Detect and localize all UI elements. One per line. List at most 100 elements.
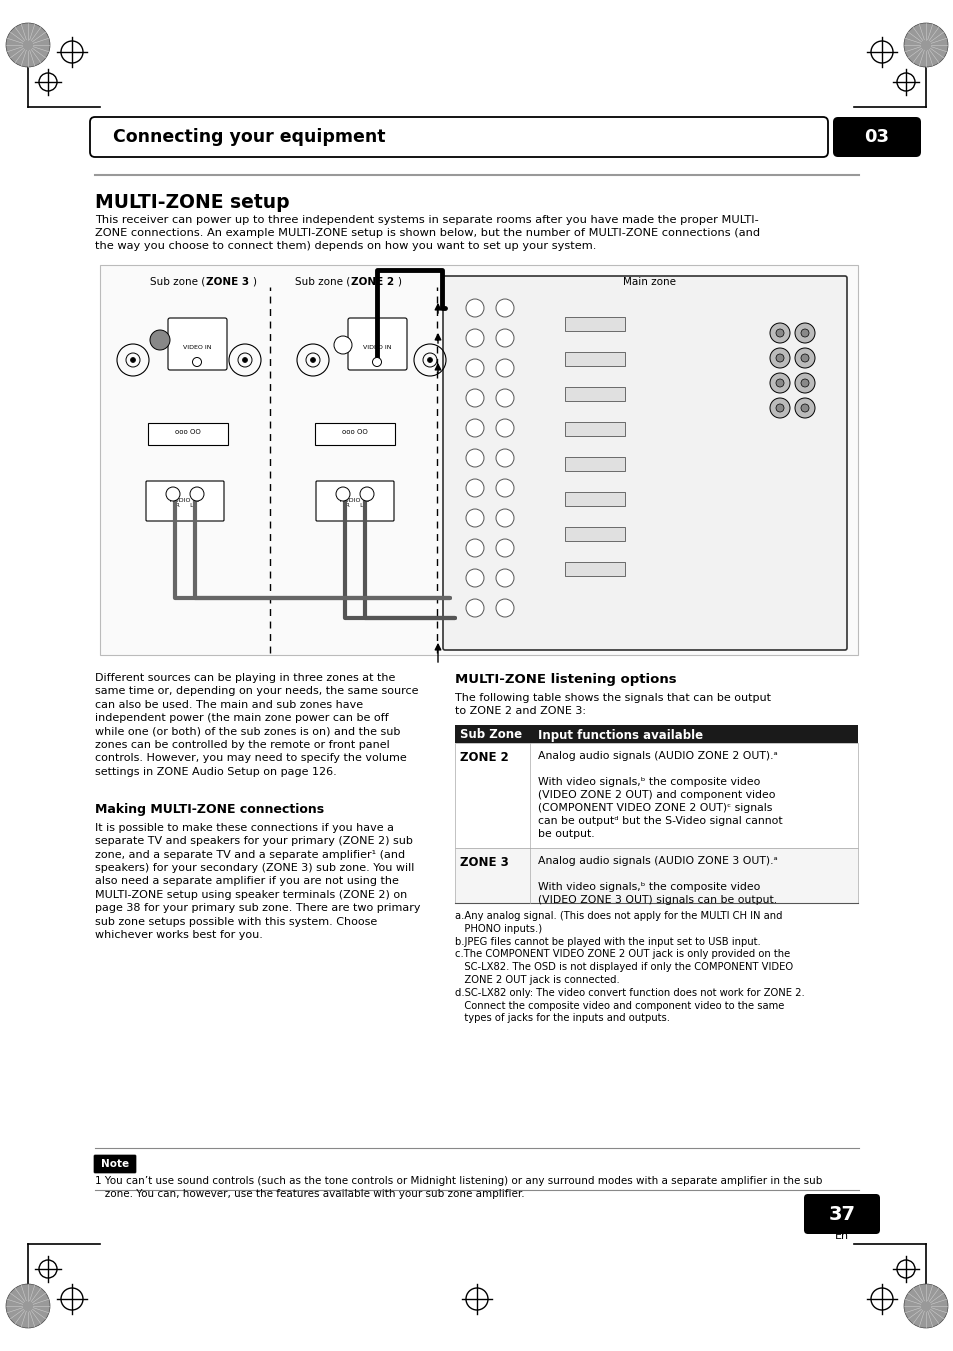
Circle shape — [465, 598, 483, 617]
Bar — [455, 725, 857, 743]
Bar — [148, 423, 228, 444]
Circle shape — [6, 1283, 50, 1328]
Circle shape — [193, 358, 201, 366]
FancyBboxPatch shape — [348, 317, 407, 370]
Circle shape — [801, 380, 808, 386]
Text: Making MULTI-ZONE connections: Making MULTI-ZONE connections — [95, 802, 324, 816]
Circle shape — [794, 399, 814, 417]
Text: Sub zone (: Sub zone ( — [294, 277, 350, 286]
Bar — [564, 527, 624, 540]
Circle shape — [801, 404, 808, 412]
Text: Different sources can be playing in three zones at the
same time or, depending o: Different sources can be playing in thre… — [95, 673, 418, 777]
Text: Analog audio signals (AUDIO ZONE 2 OUT).ᵃ

With video signals,ᵇ the composite vi: Analog audio signals (AUDIO ZONE 2 OUT).… — [537, 751, 781, 839]
Circle shape — [496, 299, 514, 317]
Circle shape — [242, 358, 247, 362]
Text: ZONE 3: ZONE 3 — [206, 277, 249, 286]
FancyBboxPatch shape — [442, 276, 846, 650]
Text: 03: 03 — [863, 128, 888, 146]
Text: ): ) — [396, 277, 400, 286]
Text: Note: Note — [101, 1159, 129, 1169]
Circle shape — [465, 389, 483, 407]
Bar — [100, 265, 857, 655]
Text: ZONE 2: ZONE 2 — [351, 277, 394, 286]
FancyBboxPatch shape — [146, 481, 224, 521]
Circle shape — [496, 598, 514, 617]
Bar — [564, 457, 624, 471]
Text: Sub zone (: Sub zone ( — [150, 277, 205, 286]
Circle shape — [6, 23, 50, 68]
Text: 37: 37 — [827, 1205, 855, 1224]
Bar — [455, 743, 857, 848]
Text: R      L: R L — [176, 503, 193, 508]
Bar — [564, 317, 624, 331]
FancyBboxPatch shape — [94, 1155, 136, 1173]
Circle shape — [769, 349, 789, 367]
Text: ): ) — [252, 277, 255, 286]
FancyBboxPatch shape — [832, 118, 920, 157]
FancyBboxPatch shape — [168, 317, 227, 370]
Circle shape — [769, 323, 789, 343]
Circle shape — [775, 380, 783, 386]
Bar — [564, 386, 624, 401]
Text: ooo OO: ooo OO — [175, 430, 201, 435]
Circle shape — [769, 399, 789, 417]
Circle shape — [372, 358, 381, 366]
Circle shape — [335, 486, 350, 501]
Circle shape — [496, 480, 514, 497]
Circle shape — [496, 509, 514, 527]
Circle shape — [801, 354, 808, 362]
Bar — [564, 422, 624, 436]
Circle shape — [427, 358, 432, 362]
Circle shape — [775, 354, 783, 362]
Circle shape — [794, 323, 814, 343]
Circle shape — [496, 449, 514, 467]
Circle shape — [190, 486, 204, 501]
Text: a.Any analog signal. (This does not apply for the MULTI CH IN and
   PHONO input: a.Any analog signal. (This does not appl… — [455, 911, 804, 1024]
Circle shape — [903, 1283, 947, 1328]
Circle shape — [131, 358, 135, 362]
Circle shape — [775, 404, 783, 412]
Bar — [564, 353, 624, 366]
Text: AUDIO IN: AUDIO IN — [340, 499, 369, 503]
Circle shape — [150, 330, 170, 350]
Bar — [564, 562, 624, 576]
Circle shape — [903, 23, 947, 68]
Text: ooo OO: ooo OO — [342, 430, 368, 435]
FancyBboxPatch shape — [803, 1194, 879, 1233]
Circle shape — [465, 480, 483, 497]
Text: AUDIO IN: AUDIO IN — [171, 499, 199, 503]
Text: Sub Zone: Sub Zone — [459, 728, 521, 742]
Text: VIDEO IN: VIDEO IN — [183, 345, 211, 350]
Circle shape — [496, 330, 514, 347]
Bar — [455, 848, 857, 902]
Text: It is possible to make these connections if you have a
separate TV and speakers : It is possible to make these connections… — [95, 823, 420, 940]
Circle shape — [496, 359, 514, 377]
Text: ZONE 3: ZONE 3 — [459, 857, 508, 869]
Text: ZONE 2: ZONE 2 — [459, 751, 508, 765]
Circle shape — [496, 389, 514, 407]
Circle shape — [465, 299, 483, 317]
Circle shape — [801, 330, 808, 336]
Circle shape — [465, 539, 483, 557]
Circle shape — [465, 569, 483, 586]
Circle shape — [359, 486, 374, 501]
Text: En: En — [834, 1231, 848, 1242]
Circle shape — [465, 509, 483, 527]
Circle shape — [794, 373, 814, 393]
Text: Main zone: Main zone — [623, 277, 676, 286]
FancyBboxPatch shape — [90, 118, 827, 157]
Circle shape — [769, 373, 789, 393]
Text: The following table shows the signals that can be output
to ZONE 2 and ZONE 3:: The following table shows the signals th… — [455, 693, 770, 716]
Circle shape — [334, 336, 352, 354]
Circle shape — [310, 358, 315, 362]
Circle shape — [465, 449, 483, 467]
Text: MULTI-ZONE setup: MULTI-ZONE setup — [95, 193, 290, 212]
Circle shape — [465, 419, 483, 436]
Circle shape — [775, 330, 783, 336]
Text: 1 You can’t use sound controls (such as the tone controls or Midnight listening): 1 You can’t use sound controls (such as … — [95, 1175, 821, 1198]
FancyBboxPatch shape — [315, 481, 394, 521]
Circle shape — [166, 486, 180, 501]
Text: Analog audio signals (AUDIO ZONE 3 OUT).ᵃ

With video signals,ᵇ the composite vi: Analog audio signals (AUDIO ZONE 3 OUT).… — [537, 857, 777, 905]
Circle shape — [496, 569, 514, 586]
Bar — [314, 423, 395, 444]
